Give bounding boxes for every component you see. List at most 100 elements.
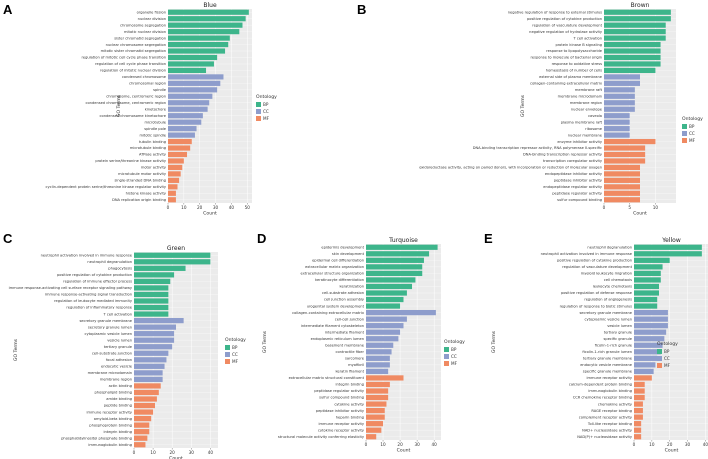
bar-mf	[604, 158, 646, 164]
panel-letter: D	[257, 231, 266, 246]
term-label: neutrophil degranulation	[587, 245, 632, 249]
x-tick-label: 40	[432, 442, 438, 447]
bar-cc	[604, 113, 630, 119]
term-label: myofibril	[348, 363, 364, 367]
term-label: T cell activation	[103, 312, 132, 316]
term-label: NAD(P)+ nucleosidase activity	[577, 435, 633, 439]
bar-bp	[134, 278, 171, 285]
term-label: endoplasmic reticulum lumen	[311, 337, 364, 341]
term-label: cell-cell junction	[335, 317, 364, 321]
term-label: endocytic vesicle membrane	[580, 363, 633, 367]
bar-bp	[366, 296, 404, 303]
legend-title: Ontology	[256, 94, 277, 100]
bar-mf	[366, 427, 382, 433]
x-tick-label: 20	[197, 205, 203, 210]
bar-mf	[134, 442, 146, 448]
x-tick-label: 10	[181, 205, 187, 210]
term-label: complement receptor activity	[579, 415, 633, 419]
bar-mf	[634, 381, 645, 388]
bar-bp	[168, 48, 226, 54]
y-axis-label: GO Terms	[491, 330, 497, 353]
term-label: ficolin-1-rich granule	[595, 343, 633, 347]
bar-cc	[634, 355, 658, 361]
term-label: secretory granule lumen	[88, 325, 132, 329]
bar-mf	[168, 190, 176, 196]
term-label: peptidase regulator activity	[552, 192, 603, 196]
legend-swatch-bp	[225, 345, 230, 350]
term-label: immune receptor activity	[587, 376, 633, 380]
term-label: oxidoreductase activity, acting on paire…	[419, 166, 602, 170]
legend-label: CC	[263, 109, 269, 114]
legend-title: Ontology	[225, 337, 246, 343]
legend-label: BP	[263, 102, 269, 107]
legend-label: MF	[451, 361, 458, 366]
term-label: membrane region	[570, 101, 602, 105]
term-label: positive regulation of cytokine producti…	[527, 17, 602, 21]
bar-cc	[604, 87, 635, 93]
bar-bp	[366, 244, 438, 250]
bar-bp	[168, 67, 207, 74]
term-label: endopeptidase inhibitor activity	[545, 172, 603, 176]
term-label: mitotic spindle	[139, 133, 166, 137]
bar-cc	[634, 329, 667, 335]
term-label: regulation of immune effector process	[63, 280, 132, 284]
bar-bp	[604, 48, 661, 54]
bar-bp	[634, 290, 659, 296]
legend-swatch-cc	[256, 109, 261, 114]
legend-title: Ontology	[682, 116, 703, 122]
bar-cc	[634, 316, 668, 322]
legend-swatch-mf	[444, 361, 449, 366]
term-label: basement membrane	[325, 343, 365, 347]
term-label: phagocytosis	[108, 267, 132, 271]
x-tick-label: 0	[167, 205, 170, 210]
term-label: microtubule motor activity	[118, 172, 167, 176]
term-label: plasma membrane raft	[561, 120, 603, 124]
term-label: membrane raft	[575, 88, 603, 92]
x-tick-label: 20	[667, 442, 673, 447]
term-label: microtubule	[144, 120, 166, 124]
term-label: chromosome, centromeric region	[106, 95, 166, 99]
bar-mf	[134, 429, 150, 435]
bar-bp	[634, 296, 658, 303]
term-label: vesicle lumen	[107, 338, 132, 342]
bar-cc	[134, 370, 163, 376]
bar-bp	[604, 16, 671, 22]
bar-mf	[634, 407, 643, 414]
bar-bp	[634, 251, 702, 257]
x-tick-label: 10	[150, 450, 156, 455]
term-label: homeostasis of number of cells	[546, 69, 602, 73]
y-axis-label: GO Terms	[116, 94, 122, 117]
term-label: transcription coregulator activity	[543, 159, 603, 163]
legend-label: BP	[689, 124, 695, 129]
bar-bp	[134, 304, 169, 311]
bar-mf	[604, 138, 656, 145]
x-tick-label: 0	[365, 442, 368, 447]
panel-letter: C	[3, 231, 13, 246]
bar-cc	[366, 349, 392, 355]
bar-cc	[134, 331, 175, 337]
bar-bp	[134, 265, 186, 271]
x-axis-label: Count	[203, 211, 217, 217]
bar-bp	[634, 283, 659, 290]
term-label: condensed chromosome	[122, 75, 167, 79]
legend-label: MF	[689, 138, 696, 143]
term-label: membrane microdomain	[558, 95, 602, 99]
legend-swatch-mf	[256, 116, 261, 121]
bar-cc	[604, 126, 630, 132]
panel-letter: B	[357, 2, 366, 17]
legend-swatch-cc	[225, 352, 230, 357]
legend-label: MF	[664, 363, 671, 368]
bar-cc	[604, 132, 630, 138]
bar-mf	[604, 184, 640, 190]
x-axis-label: Count	[665, 448, 679, 454]
bar-cc	[168, 93, 213, 99]
x-tick-label: 30	[189, 450, 195, 455]
x-axis-label: Count	[169, 456, 183, 459]
term-label: cytokine receptor activity	[318, 428, 365, 432]
term-label: vesicle lumen	[607, 324, 632, 328]
term-label: protein kinase B signaling	[556, 43, 603, 47]
x-tick-label: 10	[653, 205, 659, 210]
term-label: neutrophil degranulation	[87, 260, 132, 264]
term-label: regulation of mitotic nuclear division	[100, 69, 166, 73]
term-label: keratinization	[340, 285, 365, 289]
